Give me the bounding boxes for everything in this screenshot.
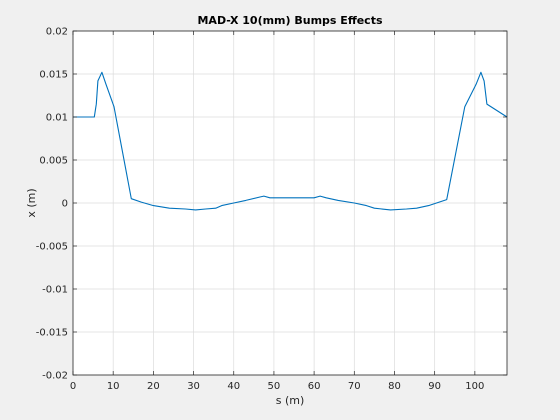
x-axis-label: s (m) xyxy=(276,394,305,407)
chart-title: MAD-X 10(mm) Bumps Effects xyxy=(197,14,382,27)
ticks: 0 10 20 30 40 50 60 70 80 90 100 -0.02 -0.015 -0.01 -0… xyxy=(36,27,507,392)
y-tick-label: 0.005 xyxy=(39,156,68,167)
series-layer xyxy=(73,71,508,211)
y-tick-label: 0.015 xyxy=(39,70,68,81)
x-tick-label: 10 xyxy=(107,381,120,392)
x-tick-label: 40 xyxy=(227,381,240,392)
y-tick-label: -0.01 xyxy=(42,285,68,296)
x-tick-label: 60 xyxy=(308,381,321,392)
y-tick-label: 0.01 xyxy=(46,113,68,124)
x-tick-label: 100 xyxy=(465,381,484,392)
y-axis-label: x (m) xyxy=(25,188,38,217)
x-tick-label: 20 xyxy=(147,381,160,392)
x-tick-label: 80 xyxy=(388,381,401,392)
x-tick-label: 30 xyxy=(187,381,200,392)
series-line xyxy=(73,71,508,211)
y-tick-label: 0.02 xyxy=(46,27,68,38)
y-tick-label: -0.005 xyxy=(36,242,68,253)
x-tick-label: 0 xyxy=(70,381,76,392)
y-tick-label: 0 xyxy=(62,199,68,210)
x-tick-label: 50 xyxy=(268,381,281,392)
x-tick-label: 90 xyxy=(428,381,441,392)
y-tick-label: -0.02 xyxy=(42,371,68,382)
y-tick-label: -0.015 xyxy=(36,328,68,339)
x-tick-label: 70 xyxy=(348,381,361,392)
